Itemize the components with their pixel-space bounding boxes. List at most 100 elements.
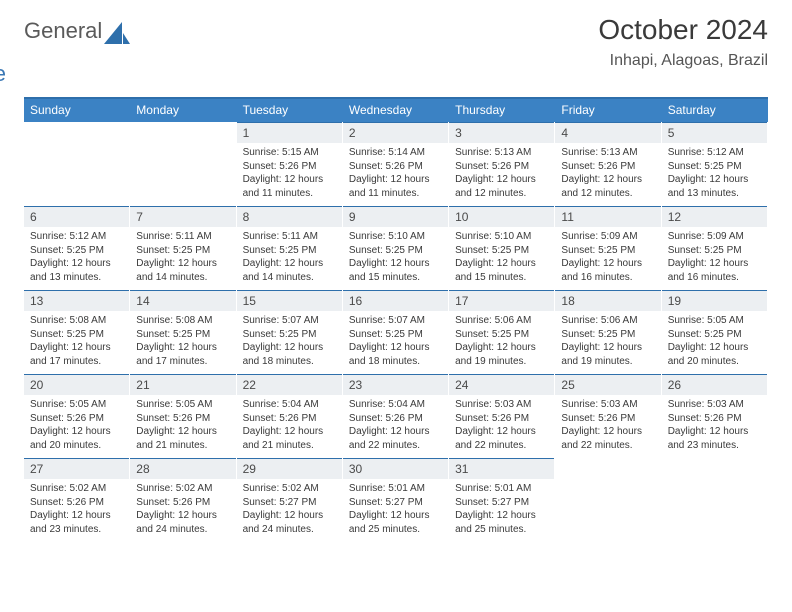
day-number: 18 [555,290,660,311]
brand-word-1: General [24,18,102,43]
dow-label: Monday [130,99,236,122]
day-number: 25 [555,374,660,395]
calendar-week: 27Sunrise: 5:02 AMSunset: 5:26 PMDayligh… [24,458,768,542]
day-number [130,122,235,143]
day-details: Sunrise: 5:02 AMSunset: 5:26 PMDaylight:… [130,479,235,542]
day-details: Sunrise: 5:10 AMSunset: 5:25 PMDaylight:… [449,227,554,290]
calendar-cell: 15Sunrise: 5:07 AMSunset: 5:25 PMDayligh… [237,290,343,374]
calendar-cell [555,458,661,542]
calendar-cell: 19Sunrise: 5:05 AMSunset: 5:25 PMDayligh… [662,290,768,374]
calendar-cell: 16Sunrise: 5:07 AMSunset: 5:25 PMDayligh… [343,290,449,374]
day-number: 6 [24,206,129,227]
day-number: 23 [343,374,448,395]
calendar-cell: 6Sunrise: 5:12 AMSunset: 5:25 PMDaylight… [24,206,130,290]
calendar-cell: 1Sunrise: 5:15 AMSunset: 5:26 PMDaylight… [237,122,343,206]
day-number: 9 [343,206,448,227]
day-number: 2 [343,122,448,143]
calendar-cell: 26Sunrise: 5:03 AMSunset: 5:26 PMDayligh… [662,374,768,458]
day-number: 15 [237,290,342,311]
day-number: 11 [555,206,660,227]
title-block: October 2024 Inhapi, Alagoas, Brazil [598,14,768,70]
location: Inhapi, Alagoas, Brazil [598,52,768,70]
calendar-cell [24,122,130,206]
header: General Blue October 2024 Inhapi, Alagoa… [24,14,768,85]
calendar-cell: 8Sunrise: 5:11 AMSunset: 5:25 PMDaylight… [237,206,343,290]
day-number: 3 [449,122,554,143]
calendar-cell: 18Sunrise: 5:06 AMSunset: 5:25 PMDayligh… [555,290,661,374]
brand-word-2: Blue [0,63,102,85]
day-details: Sunrise: 5:01 AMSunset: 5:27 PMDaylight:… [449,479,554,542]
calendar-cell: 29Sunrise: 5:02 AMSunset: 5:27 PMDayligh… [237,458,343,542]
day-details [662,479,767,488]
day-details: Sunrise: 5:12 AMSunset: 5:25 PMDaylight:… [24,227,129,290]
day-number: 16 [343,290,448,311]
calendar-cell: 7Sunrise: 5:11 AMSunset: 5:25 PMDaylight… [130,206,236,290]
day-details: Sunrise: 5:03 AMSunset: 5:26 PMDaylight:… [555,395,660,458]
calendar-cell: 11Sunrise: 5:09 AMSunset: 5:25 PMDayligh… [555,206,661,290]
calendar: SundayMondayTuesdayWednesdayThursdayFrid… [24,97,768,542]
day-number: 27 [24,458,129,479]
day-number: 20 [24,374,129,395]
day-number: 1 [237,122,342,143]
calendar-cell: 22Sunrise: 5:04 AMSunset: 5:26 PMDayligh… [237,374,343,458]
calendar-body: 1Sunrise: 5:15 AMSunset: 5:26 PMDaylight… [24,122,768,542]
day-details: Sunrise: 5:06 AMSunset: 5:25 PMDaylight:… [449,311,554,374]
day-details [130,143,235,152]
day-details: Sunrise: 5:04 AMSunset: 5:26 PMDaylight:… [237,395,342,458]
day-details: Sunrise: 5:03 AMSunset: 5:26 PMDaylight:… [449,395,554,458]
day-number: 12 [662,206,767,227]
day-number: 28 [130,458,235,479]
dow-label: Wednesday [343,99,449,122]
month-title: October 2024 [598,14,768,46]
day-details: Sunrise: 5:02 AMSunset: 5:27 PMDaylight:… [237,479,342,542]
day-details [24,143,129,152]
day-details: Sunrise: 5:02 AMSunset: 5:26 PMDaylight:… [24,479,129,542]
calendar-cell: 3Sunrise: 5:13 AMSunset: 5:26 PMDaylight… [449,122,555,206]
calendar-cell: 27Sunrise: 5:02 AMSunset: 5:26 PMDayligh… [24,458,130,542]
day-details: Sunrise: 5:09 AMSunset: 5:25 PMDaylight:… [555,227,660,290]
calendar-cell: 21Sunrise: 5:05 AMSunset: 5:26 PMDayligh… [130,374,236,458]
day-details: Sunrise: 5:09 AMSunset: 5:25 PMDaylight:… [662,227,767,290]
day-number: 30 [343,458,448,479]
dow-label: Saturday [662,99,768,122]
day-number: 10 [449,206,554,227]
calendar-cell: 14Sunrise: 5:08 AMSunset: 5:25 PMDayligh… [130,290,236,374]
calendar-cell [130,122,236,206]
day-details: Sunrise: 5:03 AMSunset: 5:26 PMDaylight:… [662,395,767,458]
dow-label: Tuesday [237,99,343,122]
day-number: 24 [449,374,554,395]
calendar-cell: 25Sunrise: 5:03 AMSunset: 5:26 PMDayligh… [555,374,661,458]
calendar-cell: 12Sunrise: 5:09 AMSunset: 5:25 PMDayligh… [662,206,768,290]
calendar-week: 13Sunrise: 5:08 AMSunset: 5:25 PMDayligh… [24,290,768,374]
day-number: 19 [662,290,767,311]
calendar-week: 20Sunrise: 5:05 AMSunset: 5:26 PMDayligh… [24,374,768,458]
day-number: 17 [449,290,554,311]
day-details: Sunrise: 5:10 AMSunset: 5:25 PMDaylight:… [343,227,448,290]
day-details: Sunrise: 5:01 AMSunset: 5:27 PMDaylight:… [343,479,448,542]
day-details: Sunrise: 5:05 AMSunset: 5:26 PMDaylight:… [24,395,129,458]
calendar-cell: 5Sunrise: 5:12 AMSunset: 5:25 PMDaylight… [662,122,768,206]
day-number: 14 [130,290,235,311]
day-details: Sunrise: 5:13 AMSunset: 5:26 PMDaylight:… [449,143,554,206]
day-number: 8 [237,206,342,227]
day-number [555,458,660,479]
calendar-week: 1Sunrise: 5:15 AMSunset: 5:26 PMDaylight… [24,122,768,206]
dow-label: Friday [555,99,661,122]
day-number: 7 [130,206,235,227]
calendar-cell: 2Sunrise: 5:14 AMSunset: 5:26 PMDaylight… [343,122,449,206]
calendar-cell: 4Sunrise: 5:13 AMSunset: 5:26 PMDaylight… [555,122,661,206]
day-number: 26 [662,374,767,395]
day-details: Sunrise: 5:05 AMSunset: 5:25 PMDaylight:… [662,311,767,374]
day-details: Sunrise: 5:12 AMSunset: 5:25 PMDaylight:… [662,143,767,206]
day-number: 31 [449,458,554,479]
day-number: 4 [555,122,660,143]
calendar-week: 6Sunrise: 5:12 AMSunset: 5:25 PMDaylight… [24,206,768,290]
page: General Blue October 2024 Inhapi, Alagoa… [0,0,792,560]
calendar-cell: 13Sunrise: 5:08 AMSunset: 5:25 PMDayligh… [24,290,130,374]
day-of-week-header: SundayMondayTuesdayWednesdayThursdayFrid… [24,99,768,122]
calendar-cell: 30Sunrise: 5:01 AMSunset: 5:27 PMDayligh… [343,458,449,542]
day-details: Sunrise: 5:13 AMSunset: 5:26 PMDaylight:… [555,143,660,206]
day-details: Sunrise: 5:07 AMSunset: 5:25 PMDaylight:… [343,311,448,374]
calendar-cell: 9Sunrise: 5:10 AMSunset: 5:25 PMDaylight… [343,206,449,290]
day-details [555,479,660,488]
